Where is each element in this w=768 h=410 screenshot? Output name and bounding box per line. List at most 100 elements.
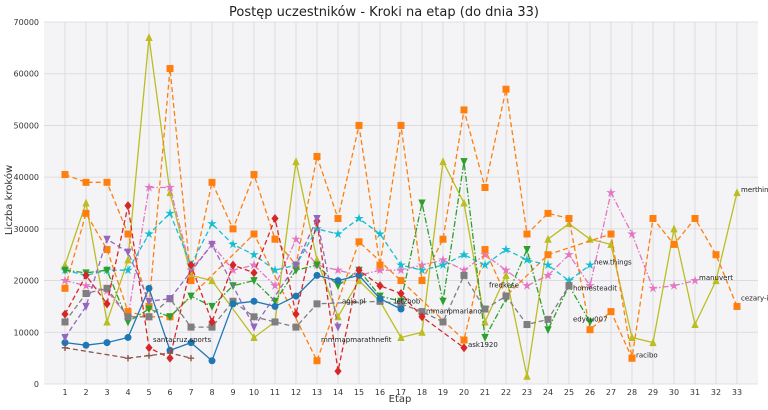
data-point-racibo <box>460 336 468 344</box>
data-point-homesteadit <box>565 282 573 290</box>
data-point-santacruz.sports <box>145 352 153 359</box>
x-tick-label: 14 <box>333 388 343 397</box>
x-tick-label: 6 <box>167 388 172 397</box>
data-point-homesteadit <box>61 318 69 326</box>
data-point-fredkese <box>229 300 237 308</box>
data-point-mmmapmarathnefit <box>334 323 342 332</box>
data-point-mmanpmariano <box>82 270 90 280</box>
data-point-fredkese <box>187 339 195 347</box>
x-tick-label: 25 <box>564 388 574 397</box>
data-point-cezary-io <box>397 121 405 129</box>
data-point-cezary-io <box>208 178 216 186</box>
data-point-cezary-io <box>733 302 741 310</box>
data-point-cezary-io <box>607 308 615 316</box>
data-point-mmanpmariano <box>61 309 69 319</box>
data-point-edycu007 <box>481 333 489 342</box>
x-tick-label: 28 <box>627 388 637 397</box>
series-santacruz.sports <box>61 344 195 362</box>
data-point-merthin <box>649 338 657 347</box>
data-point-mmanpmariano <box>145 343 153 353</box>
x-tick-label: 27 <box>606 388 616 397</box>
data-point-manuvert <box>291 234 301 244</box>
data-point-cezary-io <box>523 230 531 238</box>
data-point-mmanpmariano <box>460 343 468 353</box>
data-point-mmanpmariano <box>229 260 237 270</box>
data-point-cezary-io <box>649 215 657 223</box>
end-label: racibo <box>636 352 658 360</box>
data-point-homesteadit <box>250 313 258 321</box>
data-point-cezary-io <box>439 235 447 243</box>
data-point-edycu007 <box>460 158 468 167</box>
data-point-santacruz.sports <box>124 354 132 362</box>
end-label: letzbob <box>395 297 421 305</box>
data-point-merthin <box>670 224 678 233</box>
data-point-edycu007 <box>313 261 321 270</box>
data-point-racibo <box>607 230 615 238</box>
series-mmmapmarathnefit <box>61 215 342 342</box>
data-point-mmmapmarathnefit <box>82 302 90 311</box>
data-point-manuvert <box>585 280 595 290</box>
data-point-merthin <box>733 188 741 197</box>
data-point-fredkese <box>124 333 132 341</box>
data-point-manuvert <box>480 249 490 259</box>
data-point-manuvert <box>375 265 385 275</box>
data-point-manuvert <box>606 187 616 197</box>
data-point-mmanpmariano <box>124 201 132 211</box>
data-point-manuvert <box>690 275 700 285</box>
data-point-mmanpmariano <box>292 309 300 319</box>
data-point-cezary-io <box>670 240 678 248</box>
data-point-edycu007 <box>250 277 258 285</box>
data-point-manuvert <box>144 182 154 192</box>
data-point-merthin <box>586 234 594 243</box>
data-point-mmmapmarathnefit <box>124 248 132 257</box>
data-point-manuvert <box>522 280 532 290</box>
x-tick-label: 23 <box>522 388 532 397</box>
series-line-merthin <box>64 36 738 377</box>
y-axis-label: Liczba kroków <box>3 165 15 235</box>
data-point-mmmapmarathnefit <box>145 297 153 306</box>
data-point-cezary-io <box>502 85 510 93</box>
data-point-edycu007 <box>103 266 111 275</box>
label-layer: merthin manuvert cezary-io new.things homest… <box>153 186 768 359</box>
data-point-racibo <box>313 357 321 365</box>
data-point-edycu007 <box>523 246 531 254</box>
y-tick-label: 30000 <box>14 225 39 234</box>
x-tick-label: 22 <box>501 388 511 397</box>
data-point-manuvert <box>270 280 280 290</box>
x-tick-label: 12 <box>291 388 301 397</box>
data-point-racibo <box>355 238 363 246</box>
data-point-manuvert <box>501 265 511 275</box>
data-point-new.things <box>144 228 154 239</box>
data-point-cezary-io <box>313 152 321 160</box>
chart-title: Postęp uczestników - Kroki na etap (do d… <box>229 5 539 20</box>
data-point-edycu007 <box>166 313 174 322</box>
data-point-manuvert <box>648 283 658 293</box>
x-tick-label: 18 <box>417 388 427 397</box>
data-point-fredkese <box>250 297 258 305</box>
data-point-manuvert <box>459 265 469 275</box>
data-point-cezary-io <box>481 183 489 191</box>
data-point-edycu007 <box>187 292 195 301</box>
data-point-merthin <box>544 234 552 243</box>
data-point-homesteadit <box>292 323 300 331</box>
data-point-racibo <box>628 354 636 362</box>
x-tick-label: 8 <box>209 388 214 397</box>
x-tick-label: 1 <box>62 388 67 397</box>
data-point-edycu007 <box>544 326 552 335</box>
y-tick-label: 10000 <box>14 328 39 337</box>
series-fredkese <box>61 271 405 365</box>
data-point-merthin <box>418 327 426 336</box>
series-line-new.things <box>64 212 591 282</box>
data-point-cezary-io <box>691 215 699 223</box>
data-point-merthin <box>145 33 153 42</box>
data-point-racibo <box>481 246 489 254</box>
data-point-mmmapmarathnefit <box>313 215 321 223</box>
data-point-new.things <box>249 249 259 259</box>
data-point-homesteadit <box>481 305 489 313</box>
data-point-manuvert <box>228 265 238 275</box>
end-label: cezary-io <box>741 295 768 303</box>
data-point-mmanpmariano <box>418 312 426 322</box>
data-point-cezary-io <box>166 65 174 73</box>
